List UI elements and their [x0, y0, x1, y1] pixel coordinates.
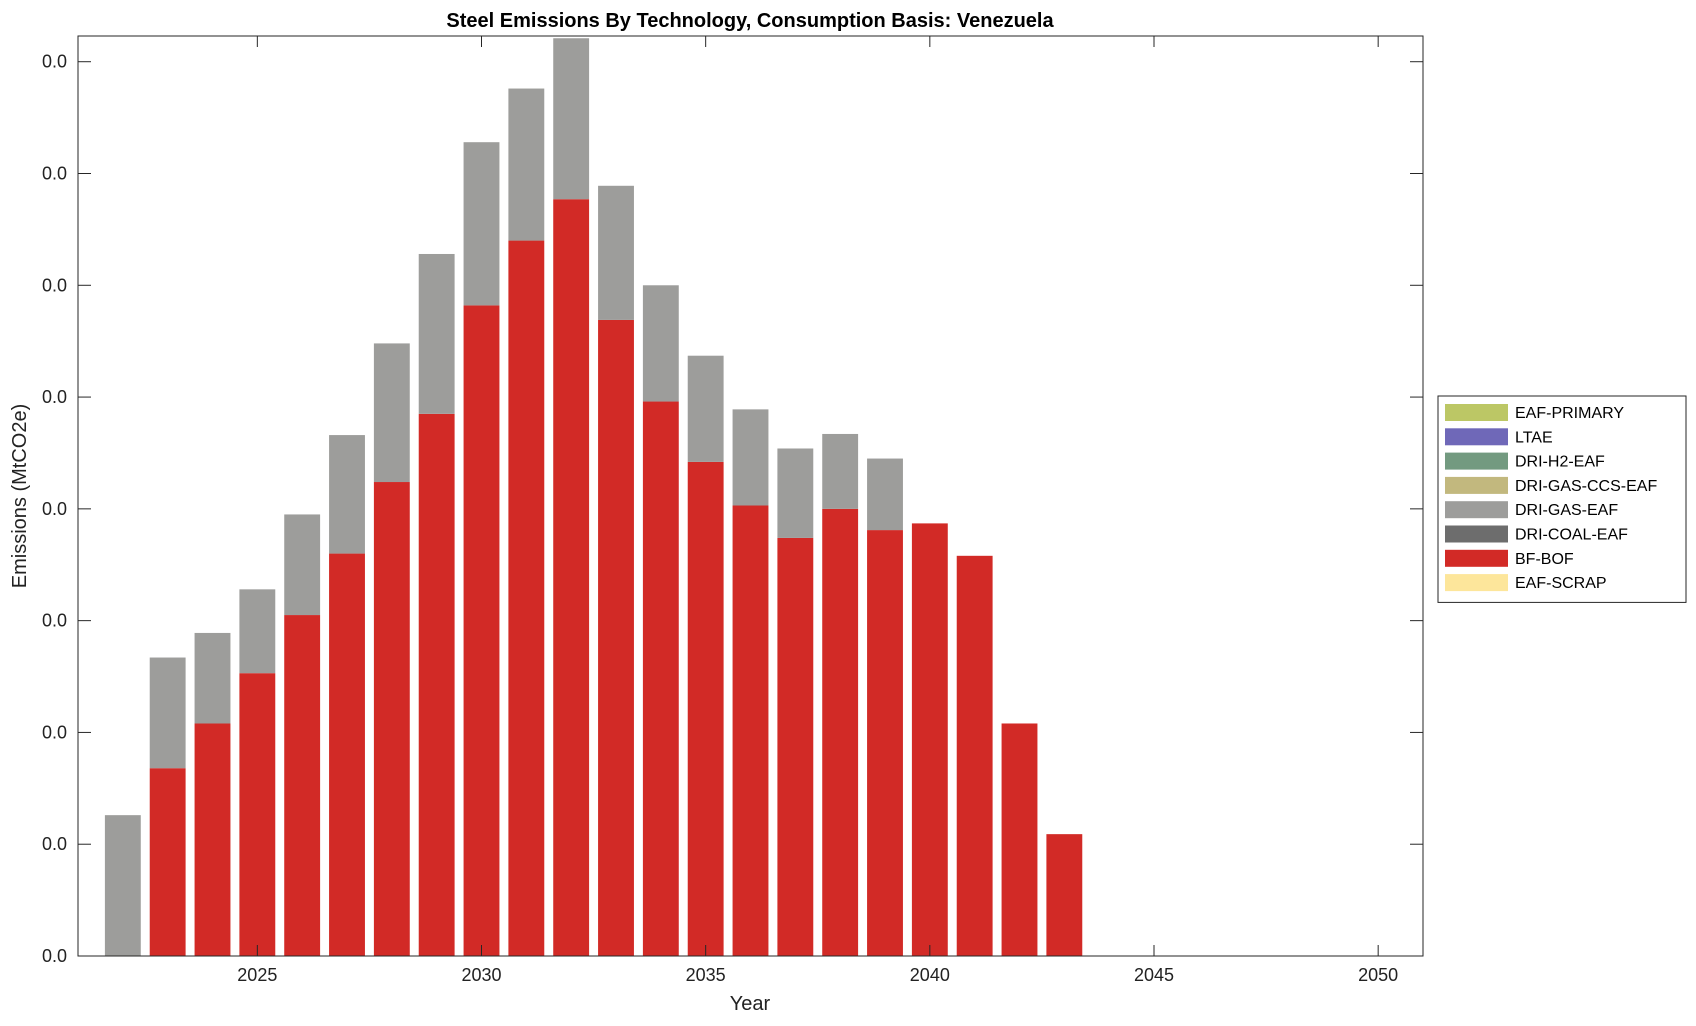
- bar-dri-gas-eaf-2039: [867, 458, 903, 531]
- bar-bf-bof-2026: [284, 615, 321, 956]
- legend-label-dri-gas-eaf: DRI-GAS-EAF: [1515, 502, 1618, 519]
- bar-dri-gas-eaf-2038: [822, 433, 859, 509]
- bar-dri-gas-eaf-2025: [239, 589, 276, 674]
- bar-dri-gas-eaf-2030: [463, 142, 500, 306]
- bar-bf-bof-2029: [418, 413, 455, 957]
- x-tick-label: 2050: [1358, 965, 1398, 985]
- bar-dri-gas-eaf-2031: [508, 88, 545, 241]
- bar-bf-bof-2034: [642, 401, 679, 956]
- bar-dri-gas-eaf-2028: [373, 343, 410, 483]
- bar-bf-bof-2043: [1046, 834, 1083, 956]
- bar-bf-bof-2035: [687, 461, 724, 956]
- bar-dri-gas-eaf-2034: [642, 285, 679, 402]
- y-tick-label: 0.0: [42, 52, 67, 72]
- y-tick-label: 0.0: [42, 275, 67, 295]
- chart-title: Steel Emissions By Technology, Consumpti…: [446, 10, 1054, 32]
- bar-dri-gas-eaf-2022: [104, 815, 141, 956]
- bar-bf-bof-2042: [1001, 723, 1038, 956]
- y-tick-label: 0.0: [42, 722, 67, 742]
- legend-box: [1437, 395, 1687, 603]
- bar-bf-bof-2031: [508, 240, 545, 956]
- x-tick-label: 2040: [910, 965, 950, 985]
- bars-layer: [104, 38, 1083, 957]
- bar-dri-gas-eaf-2035: [687, 355, 724, 462]
- plot-frame: [77, 35, 1424, 957]
- bar-bf-bof-2024: [194, 723, 231, 956]
- legend-swatch-eaf-scrap: [1445, 574, 1508, 592]
- bar-bf-bof-2032: [553, 199, 590, 956]
- legend-label-bf-bof: BF-BOF: [1515, 551, 1574, 568]
- bar-dri-gas-eaf-2036: [732, 409, 769, 506]
- y-tick-label: 0.0: [42, 499, 67, 519]
- bar-bf-bof-2040: [911, 523, 948, 956]
- legend-label-eaf-primary: EAF-PRIMARY: [1515, 405, 1624, 422]
- y-tick-label: 0.0: [42, 834, 67, 854]
- ticks-layer: 2025 2030 2035 2040 2045 2050 0.0 0.0 0.0 0.0 0.0 0…: [42, 36, 1423, 985]
- bar-bf-bof-2041: [956, 555, 993, 956]
- bar-bf-bof-2038: [822, 508, 859, 956]
- x-tick-label: 2045: [1134, 965, 1174, 985]
- legend-label-dri-coal-eaf: DRI-COAL-EAF: [1515, 527, 1628, 544]
- bar-bf-bof-2027: [329, 553, 365, 956]
- bar-bf-bof-2033: [598, 319, 634, 956]
- legend-label-dri-gas-ccs-eaf: DRI-GAS-CCS-EAF: [1515, 478, 1657, 495]
- y-tick-label: 0.0: [42, 387, 67, 407]
- y-axis-label: Emissions (MtCO2e): [9, 404, 31, 588]
- x-tick-label: 2030: [461, 965, 501, 985]
- bar-dri-gas-eaf-2026: [284, 514, 321, 616]
- y-tick-label: 0.0: [42, 946, 67, 966]
- legend: EAF-PRIMARY LTAE DRI-H2-EAF DRI-GAS-CCS-EAF…: [1437, 395, 1687, 603]
- bar-bf-bof-2028: [373, 482, 410, 956]
- legend-swatch-dri-coal-eaf: [1445, 525, 1508, 543]
- bar-bf-bof-2023: [149, 768, 186, 956]
- y-tick-label: 0.0: [42, 163, 67, 183]
- legend-label-dri-h2-eaf: DRI-H2-EAF: [1515, 454, 1605, 471]
- legend-swatch-bf-bof: [1445, 549, 1508, 567]
- x-axis-label: Year: [730, 993, 771, 1015]
- x-tick-label: 2035: [686, 965, 726, 985]
- bar-bf-bof-2037: [777, 537, 814, 956]
- bar-dri-gas-eaf-2023: [149, 657, 186, 769]
- bar-bf-bof-2030: [463, 305, 500, 956]
- legend-label-ltae: LTAE: [1515, 429, 1553, 446]
- x-tick-label: 2025: [237, 965, 277, 985]
- legend-swatch-dri-gas-eaf: [1445, 501, 1508, 519]
- legend-swatch-eaf-primary: [1445, 404, 1508, 421]
- bar-dri-gas-eaf-2024: [194, 632, 231, 724]
- bar-bf-bof-2025: [239, 673, 276, 956]
- bar-dri-gas-eaf-2029: [418, 253, 455, 414]
- legend-swatch-ltae: [1445, 428, 1508, 446]
- legend-label-eaf-scrap: EAF-SCRAP: [1515, 575, 1607, 592]
- bar-bf-bof-2036: [732, 505, 769, 956]
- bar-bf-bof-2039: [867, 530, 903, 956]
- y-tick-label: 0.0: [42, 611, 67, 631]
- legend-swatch-dri-h2-eaf: [1445, 452, 1508, 470]
- bar-dri-gas-eaf-2027: [329, 435, 365, 554]
- bar-dri-gas-eaf-2032: [553, 38, 590, 200]
- bar-dri-gas-eaf-2037: [777, 448, 814, 538]
- bar-dri-gas-eaf-2033: [598, 185, 634, 320]
- legend-swatch-dri-gas-ccs-eaf: [1445, 476, 1508, 494]
